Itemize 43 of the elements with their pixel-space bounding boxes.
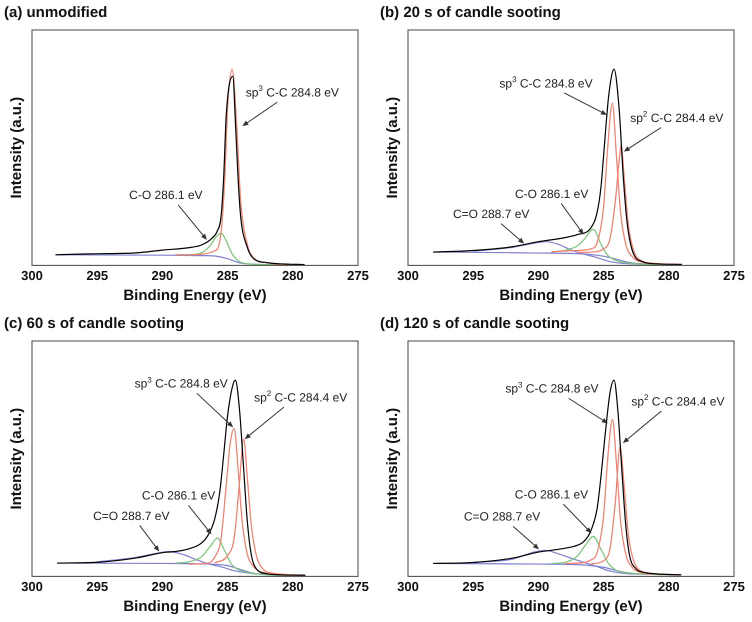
- x-tick-label: 300: [21, 578, 43, 594]
- annotation: C=O 288.7 eV: [93, 508, 170, 523]
- x-tick-label: 290: [152, 578, 174, 594]
- x-tick-label: 275: [347, 578, 369, 594]
- x-tick-label: 275: [347, 268, 369, 283]
- chart-title: (a) unmodified: [4, 4, 108, 22]
- x-tick-label: 280: [658, 268, 680, 283]
- x-tick-label: 285: [592, 268, 614, 283]
- x-tick-label: 290: [528, 578, 550, 594]
- chart-title: (c) 60 s of candle sooting: [4, 315, 184, 332]
- x-axis-title: Binding Energy (eV): [123, 287, 267, 304]
- y-axis-title: Intensity (a.u.): [384, 408, 402, 510]
- x-tick-label: 275: [723, 578, 745, 594]
- x-tick-label: 295: [86, 268, 108, 283]
- annotation: C-O 286.1 eV: [514, 186, 588, 201]
- x-tick-label: 300: [397, 268, 419, 283]
- x-tick-label: 285: [216, 268, 238, 283]
- annotation: C=O 288.7 eV: [452, 206, 530, 221]
- x-tick-label: 280: [282, 268, 304, 283]
- x-tick-label: 290: [152, 268, 174, 283]
- annotation: C=O 288.7 eV: [464, 510, 540, 524]
- annotation: C-O 286.1 eV: [142, 488, 216, 503]
- x-axis-title: Binding Energy (eV): [123, 598, 267, 616]
- x-axis-title: Binding Energy (eV): [499, 287, 643, 304]
- annotation: C-O 286.1 eV: [129, 188, 203, 202]
- x-tick-label: 285: [216, 578, 238, 594]
- x-tick-label: 295: [462, 268, 484, 283]
- x-tick-label: 300: [397, 578, 419, 594]
- y-axis-title: Intensity (a.u.): [8, 96, 26, 199]
- chart-title: (b) 20 s of candle sooting: [380, 4, 561, 22]
- y-axis-title: Intensity (a.u.): [8, 408, 26, 510]
- x-tick-label: 280: [658, 578, 680, 594]
- x-tick-label: 280: [282, 578, 304, 594]
- x-tick-label: 295: [462, 578, 484, 594]
- x-axis-title: Binding Energy (eV): [499, 598, 643, 616]
- annotation: C-O 286.1 eV: [514, 488, 588, 502]
- chart-title: (d) 120 s of candle sooting: [380, 315, 570, 332]
- x-tick-label: 300: [21, 268, 43, 283]
- x-tick-label: 295: [86, 578, 108, 594]
- x-tick-label: 290: [528, 268, 550, 283]
- y-axis-title: Intensity (a.u.): [384, 96, 402, 199]
- x-tick-label: 285: [592, 578, 614, 594]
- x-tick-label: 275: [723, 268, 745, 283]
